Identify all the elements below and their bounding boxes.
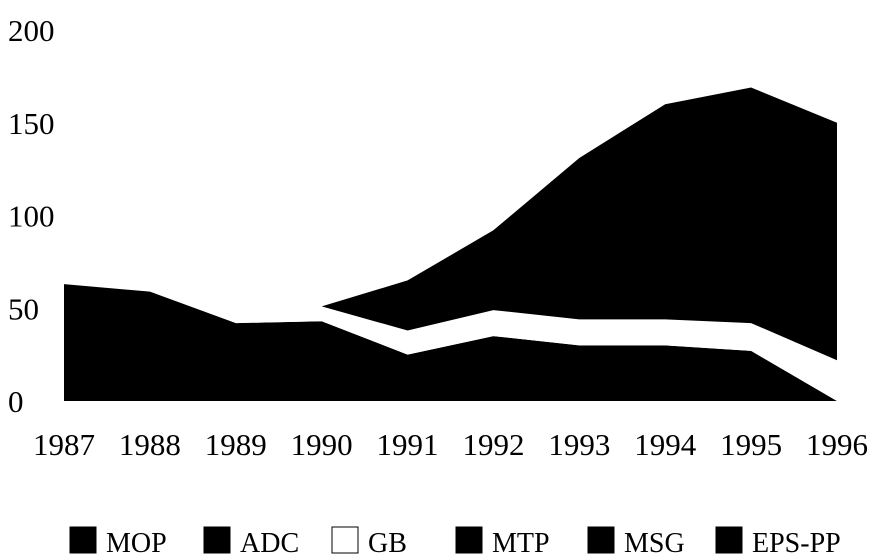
area-gb (64, 284, 837, 401)
legend-label-msg: MSG (624, 528, 685, 557)
x-tick-label: 1996 (806, 427, 868, 462)
legend-swatch-eps-pp (715, 526, 743, 554)
x-axis-tick-labels: 1987 1988 1989 1990 1991 1992 1993 1994 1995 1996 (33, 427, 868, 462)
x-tick-label: 1987 (33, 427, 95, 462)
y-tick-label: 150 (8, 106, 55, 141)
legend-swatch-mtp (455, 526, 483, 554)
legend-swatch-msg (587, 526, 615, 554)
x-tick-label: 1993 (548, 427, 610, 462)
legend-label-mtp: MTP (492, 528, 550, 557)
area-mtp (64, 87, 837, 361)
y-tick-label: 0 (8, 384, 24, 419)
legend-swatch-adc (203, 526, 231, 554)
x-tick-label: 1989 (205, 427, 267, 462)
area-mop (64, 284, 837, 401)
legend-swatch-gb (331, 526, 359, 554)
x-tick-label: 1990 (291, 427, 353, 462)
y-tick-label: 50 (8, 291, 39, 326)
y-axis-tick-labels: 0 50 100 150 200 (8, 13, 55, 419)
x-tick-label: 1995 (720, 427, 782, 462)
x-tick-label: 1988 (119, 427, 181, 462)
x-tick-label: 1991 (377, 427, 439, 462)
x-tick-label: 1994 (634, 427, 697, 462)
legend-label-eps-pp: EPS-PP (752, 528, 841, 557)
legend: MOP ADC GB MTP MSG EPS-PP (69, 526, 841, 557)
legend-label-gb: GB (368, 528, 407, 557)
legend-swatch-mop (69, 526, 97, 554)
y-tick-label: 100 (8, 199, 55, 234)
legend-label-mop: MOP (106, 528, 167, 557)
x-tick-label: 1992 (462, 427, 524, 462)
legend-label-adc: ADC (240, 528, 299, 557)
y-tick-label: 200 (8, 13, 55, 48)
area-layers (64, 87, 837, 401)
